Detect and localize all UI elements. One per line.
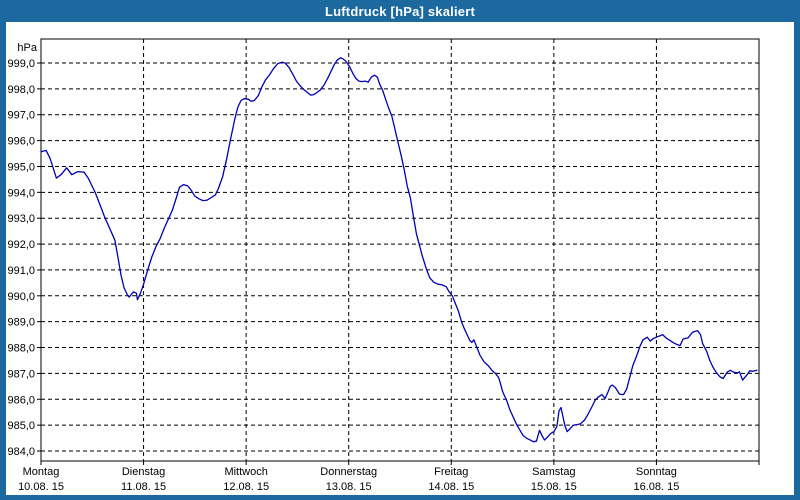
y-tick-label: 986,0 <box>7 394 35 406</box>
x-tick-label-date: 11.08. 15 <box>121 481 166 493</box>
y-tick-label: 985,0 <box>7 420 35 432</box>
x-tick-label-day: Mittwoch <box>224 466 267 478</box>
y-tick-label: 989,0 <box>7 317 35 329</box>
x-tick-label-day: Freitag <box>434 466 468 478</box>
x-tick-label-date: 16.08. 15 <box>633 481 679 493</box>
y-tick-label: 984,0 <box>7 446 35 458</box>
x-tick-label-day: Samstag <box>532 466 575 478</box>
y-tick-label: 999,0 <box>7 58 35 70</box>
chart-client-area: 999,0 998,0 997,0 996,0 995,0 994,0 993,0 992,0… <box>6 22 794 495</box>
x-tick-label-date: 12.08. 15 <box>223 481 269 493</box>
y-tick-label: 987,0 <box>7 368 35 380</box>
x-tick-label-day: Sonntag <box>636 466 677 478</box>
x-tick-label-date: 14.08. 15 <box>428 481 474 493</box>
y-axis-unit-label: hPa <box>17 42 37 54</box>
x-tick-label-date: 10.08. 15 <box>18 481 64 493</box>
x-tick-label-day: Donnerstag <box>320 466 377 478</box>
window-title: Luftdruck [hPa] skaliert <box>325 3 475 19</box>
y-tick-label: 988,0 <box>7 343 35 355</box>
pressure-line-chart: 999,0 998,0 997,0 996,0 995,0 994,0 993,0 992,0… <box>7 38 760 493</box>
pressure-series-line <box>40 57 758 443</box>
y-tick-label: 992,0 <box>7 239 35 251</box>
y-tick-label: 991,0 <box>7 265 35 277</box>
window-titlebar[interactable]: Luftdruck [hPa] skaliert <box>0 0 800 22</box>
window-frame-bottom <box>0 495 800 500</box>
x-tick-label-date: 13.08. 15 <box>326 481 372 493</box>
y-tick-label: 995,0 <box>7 161 35 173</box>
y-tick-label: 993,0 <box>7 213 35 225</box>
plot-border <box>40 38 760 462</box>
y-tick-label: 997,0 <box>7 110 35 122</box>
x-tick-label-day: Montag <box>23 466 60 478</box>
y-tick-label: 994,0 <box>7 187 35 199</box>
window-frame-left <box>0 22 6 500</box>
x-tick-label-date: 15.08. 15 <box>531 481 577 493</box>
window-frame-right <box>794 22 800 500</box>
y-tick-label: 996,0 <box>7 136 35 148</box>
y-tick-label: 990,0 <box>7 291 35 303</box>
y-tick-label: 998,0 <box>7 84 35 96</box>
x-tick-label-day: Dienstag <box>122 466 165 478</box>
